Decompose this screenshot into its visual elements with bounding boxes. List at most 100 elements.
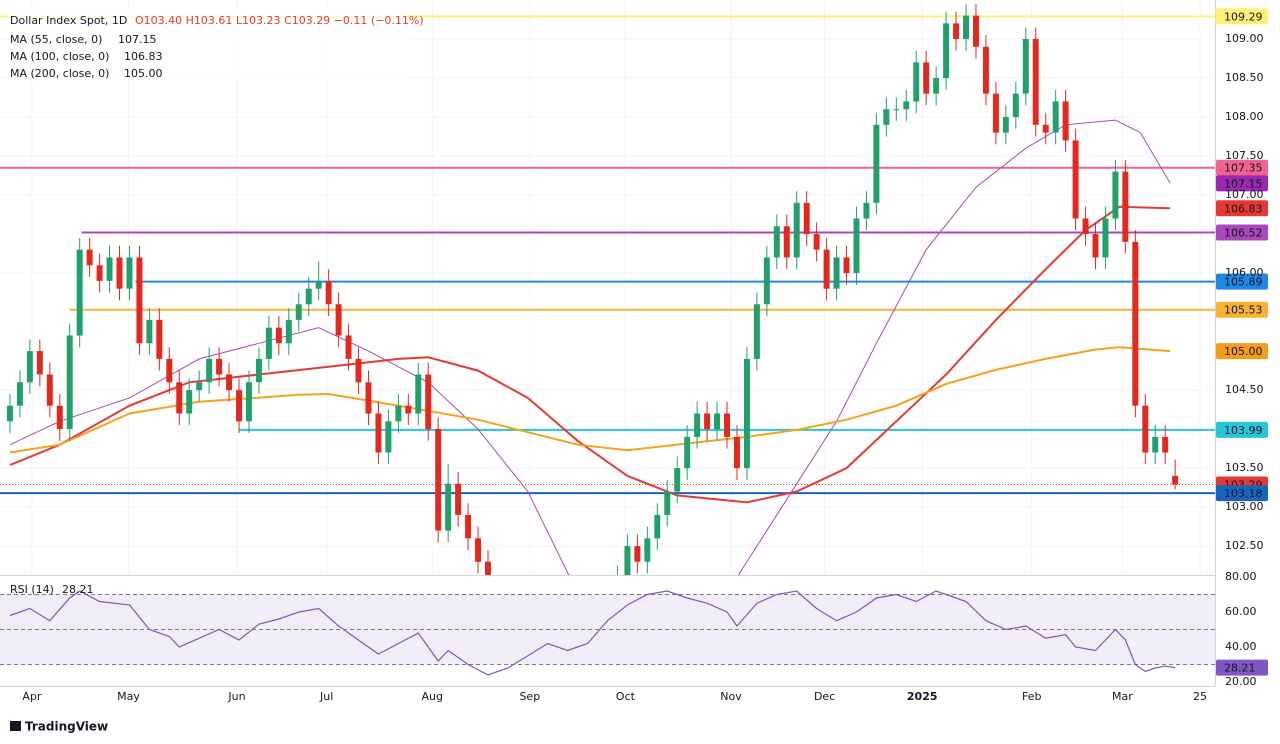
candle-body xyxy=(1102,218,1109,258)
candle-body xyxy=(46,374,53,406)
candle-body xyxy=(176,382,183,414)
rsi-line xyxy=(9,590,1176,676)
candle-body xyxy=(405,405,412,414)
brand-logo: TradingView xyxy=(10,720,108,734)
rsi-title: RSI (14) xyxy=(10,583,54,596)
candle-body xyxy=(76,249,83,336)
candle-body xyxy=(485,561,491,575)
legend-ma100: MA (100, close, 0) xyxy=(10,50,109,63)
candle-body xyxy=(26,351,33,383)
level-label: 103.99 xyxy=(1224,424,1263,437)
rsi-tick-label: 40.00 xyxy=(1225,640,1257,653)
candle-body xyxy=(953,23,960,40)
candle-body xyxy=(206,358,213,383)
candle-body xyxy=(1032,39,1039,125)
candle-body xyxy=(674,468,681,492)
brand: TradingView xyxy=(25,720,108,734)
candle-body xyxy=(6,405,13,422)
y-tick-label: 108.50 xyxy=(1225,71,1264,84)
candle-body xyxy=(66,335,73,430)
candle-body xyxy=(465,514,472,539)
y-tick-label: 108.00 xyxy=(1225,110,1264,123)
x-tick-label: Apr xyxy=(22,690,42,703)
y-tick-label: 104.50 xyxy=(1225,383,1264,396)
candle-body xyxy=(733,436,740,469)
candle-body xyxy=(1082,218,1089,235)
rsi-band xyxy=(0,594,1215,665)
candle-body xyxy=(923,62,930,94)
x-tick-label: Oct xyxy=(616,690,636,703)
candle-body xyxy=(1062,101,1069,141)
x-tick-label: Jun xyxy=(227,690,245,703)
x-tick-label: May xyxy=(117,690,140,703)
candle-body xyxy=(833,257,840,289)
ma-box xyxy=(1216,175,1268,192)
y-tick-label: 107.00 xyxy=(1225,188,1264,201)
x-tick-label: 25 xyxy=(1193,690,1207,703)
candle-body xyxy=(913,62,920,102)
x-tick-label: 2025 xyxy=(907,690,938,703)
level-box xyxy=(1216,8,1268,25)
candle-body xyxy=(136,257,143,344)
level-box xyxy=(1216,159,1268,176)
candle-body xyxy=(415,374,422,414)
candle-body xyxy=(893,109,900,111)
candle-body xyxy=(704,413,711,430)
candle-body xyxy=(425,374,432,430)
candle-body xyxy=(475,538,482,562)
ohlc: O103.40 H103.61 L103.23 C103.29 −0.11 (−… xyxy=(135,14,424,27)
candle-body xyxy=(1002,117,1009,133)
candle-body xyxy=(972,15,979,47)
candle-body xyxy=(36,351,43,375)
candle-body xyxy=(803,202,810,235)
ma-line xyxy=(9,119,1171,575)
candle-body xyxy=(1152,436,1159,453)
level-label: 103.18 xyxy=(1224,487,1263,500)
candle-body xyxy=(86,249,93,266)
candle-body xyxy=(724,413,730,437)
y-tick-label: 103.00 xyxy=(1225,500,1264,513)
symbol-title: Dollar Index Spot, 1D xyxy=(10,14,127,27)
ma-box-label: 105.00 xyxy=(1224,345,1263,358)
candle-body xyxy=(863,202,870,219)
rsi-tick-label: 80.00 xyxy=(1225,570,1257,583)
ma-box-label: 107.15 xyxy=(1224,177,1263,190)
level-box xyxy=(1216,301,1268,318)
candle-body xyxy=(933,78,940,94)
candle-body xyxy=(823,249,830,289)
candle-body xyxy=(853,218,860,274)
candle-body xyxy=(694,413,701,437)
candle-body xyxy=(265,327,272,359)
y-tick-label: 102.50 xyxy=(1225,539,1264,552)
candle-body xyxy=(285,319,292,344)
candle-body xyxy=(236,390,243,422)
candle-body xyxy=(445,483,452,531)
x-tick-label: Sep xyxy=(519,690,540,703)
candle-body xyxy=(126,257,133,289)
candle-body xyxy=(226,374,233,391)
candle-body xyxy=(116,257,123,289)
rsi-tick-label: 20.00 xyxy=(1225,675,1257,688)
y-tick-label: 103.50 xyxy=(1225,461,1264,474)
y-tick-label: 106.00 xyxy=(1225,266,1264,279)
candle-body xyxy=(16,382,23,406)
candle-body xyxy=(1042,124,1049,133)
x-tick-label: Feb xyxy=(1022,690,1041,703)
candle-body xyxy=(395,405,402,422)
candle-body xyxy=(305,288,312,305)
candle-body xyxy=(1172,475,1179,485)
candle-body xyxy=(992,93,999,133)
candle-body xyxy=(793,202,800,258)
candle-body xyxy=(1132,241,1139,406)
candle-body xyxy=(315,280,322,289)
candle-body xyxy=(295,304,302,320)
level-box xyxy=(1216,421,1268,438)
overlay: 109.29 107.35 106.52 105.89 105.53 103.99 103.… xyxy=(1216,8,1268,676)
ma-box-label: 106.83 xyxy=(1224,202,1263,215)
candle-body xyxy=(166,358,173,383)
rsi-value: 28.21 xyxy=(62,583,94,596)
candle-body xyxy=(783,226,790,258)
candle-body xyxy=(963,15,970,40)
level-label: 106.52 xyxy=(1224,226,1263,239)
